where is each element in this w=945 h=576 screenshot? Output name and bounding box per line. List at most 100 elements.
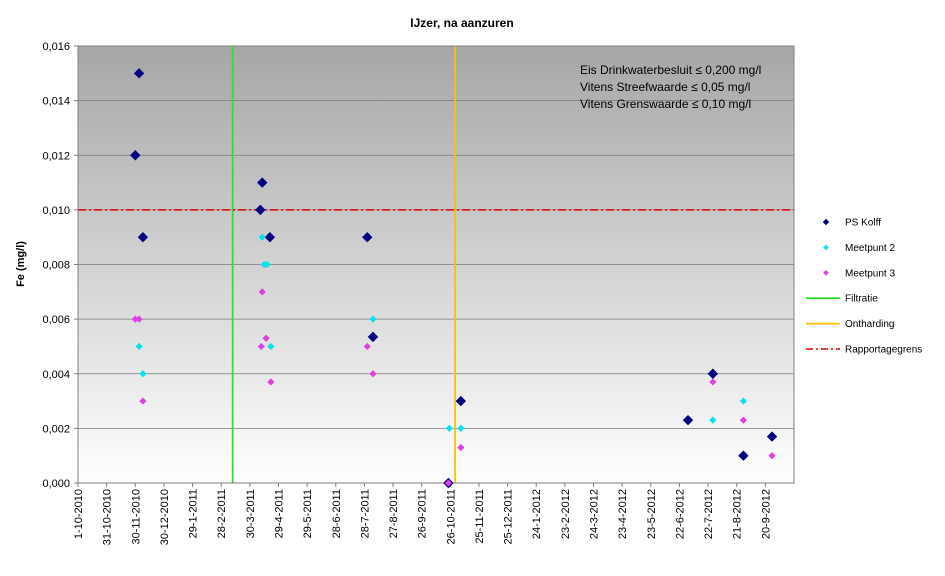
legend-entry: Meetpunt 3 (823, 268, 895, 279)
data-point (369, 315, 377, 323)
x-tick-label: 29-5-2011 (302, 489, 314, 538)
x-tick-label: 22-7-2012 (703, 489, 715, 539)
y-tick-label: 0,004 (42, 369, 70, 381)
legend-label: Meetpunt 2 (845, 243, 895, 254)
data-point (457, 443, 465, 452)
data-point (257, 177, 268, 188)
x-tick-label: 22-6-2012 (674, 489, 686, 539)
data-point (131, 315, 139, 323)
data-point (267, 378, 275, 386)
x-tick-label: 21-8-2012 (732, 489, 744, 539)
data-point (135, 315, 143, 323)
legend-entry: Ontharding (806, 319, 894, 330)
data-point (362, 231, 373, 243)
legend-entry: Filtratie (806, 294, 878, 305)
data-point (369, 370, 377, 378)
data-points (130, 68, 778, 489)
data-point (766, 431, 778, 442)
data-point (455, 395, 467, 407)
series-ps-kolff (130, 68, 778, 489)
legend-label: Rapportagegrens (845, 345, 922, 356)
x-tick-label: 31-10-2010 (102, 489, 114, 545)
data-point (267, 342, 275, 351)
data-point (682, 414, 694, 426)
legend-label: Meetpunt 3 (845, 268, 895, 279)
y-tick-label: 0,012 (42, 150, 70, 162)
data-point (738, 450, 749, 461)
data-point (367, 331, 379, 343)
chart-title: IJzer, na aanzuren (410, 16, 513, 30)
legend-label: Ontharding (845, 319, 894, 330)
data-point (258, 288, 266, 296)
annotation-box: Eis Drinkwaterbesluit ≤ 0,200 mg/l Vitens… (580, 63, 761, 111)
y-tick-label: 0,002 (42, 423, 70, 435)
data-point (137, 231, 149, 243)
vertical-reference-lines (231, 46, 456, 483)
legend-entry: Meetpunt 2 (823, 243, 895, 254)
x-tick-label: 28-2-2011 (216, 489, 228, 538)
data-point (257, 342, 265, 351)
data-point (139, 397, 147, 405)
x-tick-label: 30-3-2011 (245, 489, 257, 538)
data-point (264, 231, 276, 243)
x-tick-label: 23-5-2012 (646, 489, 658, 539)
x-tick-label: 30-11-2010 (130, 489, 142, 544)
data-point (707, 368, 719, 379)
y-tick-label: 0,010 (42, 205, 70, 217)
annotation-line: Vitens Streefwaarde ≤ 0,05 mg/l (580, 80, 750, 94)
y-tick-label: 0,000 (42, 478, 70, 490)
legend: PS Kolff Meetpunt 2 Meetpunt 3 Filtratie Ont… (806, 218, 922, 356)
x-tick-label: 24-3-2012 (589, 489, 601, 539)
series-meetpunt-2 (135, 233, 748, 432)
data-point (444, 479, 453, 487)
annotation-line: Vitens Grenswaarde ≤ 0,10 mg/l (580, 97, 751, 111)
grid-lines (78, 100, 794, 429)
data-point (258, 233, 266, 241)
legend-marker (823, 270, 829, 276)
x-tick-label: 29-1-2011 (188, 489, 200, 538)
data-point (135, 342, 143, 351)
data-point (139, 370, 147, 378)
x-tick-label: 23-2-2012 (560, 489, 572, 539)
x-tick-label: 29-4-2011 (273, 489, 285, 538)
x-tick-label: 28-6-2011 (331, 489, 343, 538)
data-point (130, 150, 141, 161)
y-tick-label: 0,006 (42, 314, 70, 326)
y-tick-label: 0,016 (42, 41, 70, 53)
x-tick-label: 26-10-2011 (445, 489, 457, 544)
legend-entry: Rapportagegrens (806, 345, 922, 356)
legend-entry: PS Kolff (822, 218, 881, 229)
data-point (263, 260, 271, 269)
data-point (445, 424, 453, 432)
data-point (255, 204, 266, 216)
x-tick-label: 28-7-2011 (359, 489, 371, 538)
data-point (709, 378, 717, 386)
data-point (457, 424, 465, 432)
data-point (262, 334, 270, 342)
legend-marker (823, 244, 829, 251)
x-tick-label: 25-11-2011 (474, 489, 486, 544)
x-tick-label: 20-9-2012 (760, 489, 772, 539)
legend-marker (822, 218, 830, 226)
data-point (709, 416, 717, 424)
x-tick-label: 30-12-2010 (159, 489, 171, 545)
x-tick-label: 26-9-2011 (417, 489, 429, 538)
y-axis-ticks: 0,000 0,002 0,004 0,006 0,008 0,010 0,012 0,014… (42, 41, 78, 490)
x-tick-label: 24-1-2012 (531, 489, 543, 539)
x-tick-label: 25-12-2011 (503, 489, 515, 544)
x-tick-label: 23-4-2012 (617, 489, 629, 539)
legend-label: PS Kolff (845, 218, 881, 229)
x-tick-label: 27-8-2011 (388, 489, 400, 538)
x-axis-ticks: 1-10-2010 31-10-2010 30-11-2010 30-12-2010 2… (73, 483, 772, 545)
y-tick-label: 0,014 (42, 96, 70, 108)
series-meetpunt-3 (131, 288, 776, 487)
data-point (363, 342, 371, 351)
data-point (739, 397, 748, 405)
y-tick-label: 0,008 (42, 260, 70, 272)
data-point (133, 68, 145, 79)
y-axis-label: Fe (mg/l) (15, 241, 27, 287)
data-point (768, 452, 776, 460)
annotation-line: Eis Drinkwaterbesluit ≤ 0,200 mg/l (580, 63, 761, 77)
x-tick-label: 1-10-2010 (73, 489, 85, 539)
